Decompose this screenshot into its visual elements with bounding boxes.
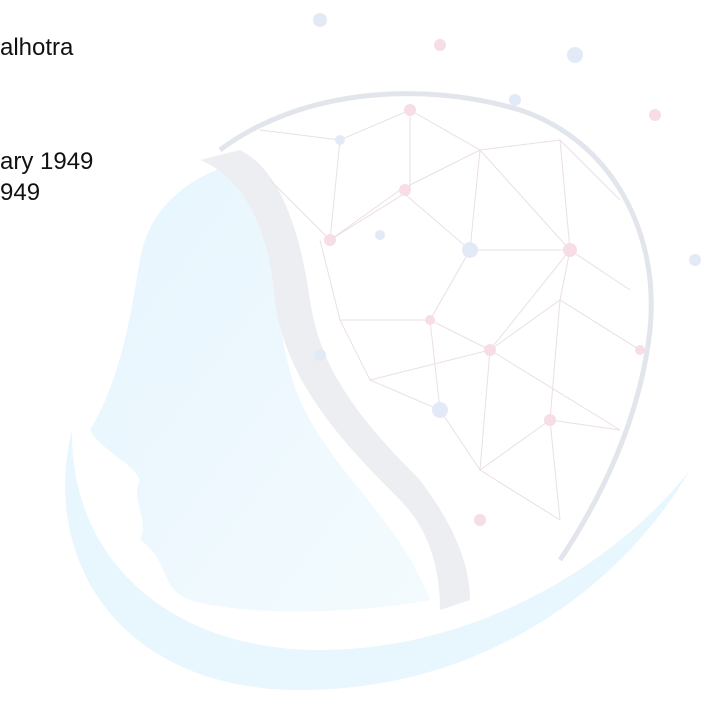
text-line: 949 bbox=[0, 179, 40, 207]
text-line: alhotra bbox=[0, 34, 73, 62]
page: alhotra ary 1949 949 (() => { const data… bbox=[0, 0, 718, 726]
watermark bbox=[0, 0, 718, 726]
text-line: ary 1949 bbox=[0, 148, 93, 176]
